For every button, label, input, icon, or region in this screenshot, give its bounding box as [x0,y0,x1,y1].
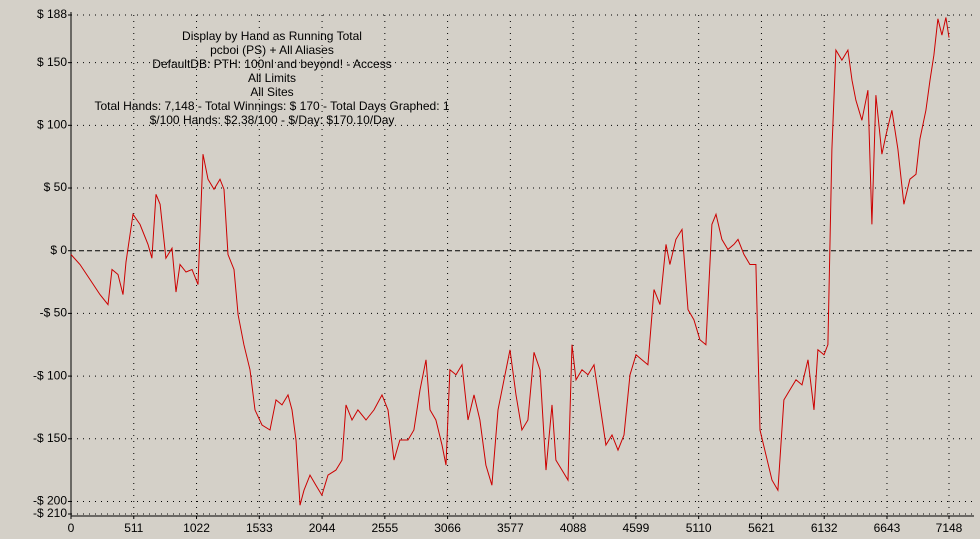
x-tick-label: 4088 [560,521,587,535]
x-tick-label: 2555 [371,521,398,535]
annotation: DefaultDB: PTH: 100nl and beyond! - Acce… [152,57,391,71]
x-tick-label: 2044 [309,521,336,535]
annotation: pcboi (PS) + All Aliases [210,43,334,57]
y-tick-label: $ 0 [50,243,67,257]
annotation: All Limits [248,71,296,85]
x-tick-label: 7148 [936,521,963,535]
x-tick-label: 3577 [497,521,524,535]
y-tick-label: $ 150 [37,55,67,69]
line-series [70,17,950,506]
annotation: $/100 Hands: $2.38/100 - $/Day: $170.10/… [150,113,395,127]
y-tick-label: $ 188 [37,7,67,21]
x-tick-label: 1533 [246,521,273,535]
y-tick-label: -$ 100 [33,368,67,382]
x-tick-label: 511 [124,521,143,535]
y-tick-label: -$ 200 [33,494,67,508]
y-tick-label: $ 100 [37,118,67,132]
x-tick-label: 5110 [686,521,712,535]
x-tick-label: 6643 [874,521,901,535]
y-tick-label: $ 50 [44,180,68,194]
y-tick-label: -$ 50 [40,306,68,320]
y-tick-label: -$ 150 [33,431,67,445]
x-tick-label: 1022 [183,521,210,535]
annotation: All Sites [250,85,293,99]
x-tick-label: 0 [68,521,75,535]
x-tick-label: 4599 [623,521,650,535]
annotation: Total Hands: 7,148 - Total Winnings: $ 1… [94,99,449,113]
annotation: Display by Hand as Running Total [182,29,362,43]
x-tick-label: 3066 [434,521,461,535]
x-tick-label: 5621 [748,521,775,535]
y-tick-label: -$ 210 [33,506,67,520]
x-tick-label: 6132 [811,521,838,535]
